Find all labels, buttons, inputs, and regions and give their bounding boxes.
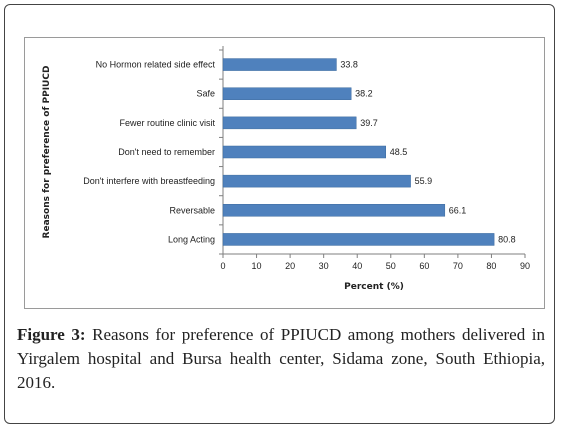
data-label: 39.7 <box>360 118 378 128</box>
figure-caption: Figure 3: Reasons for preference of PPIU… <box>17 323 545 395</box>
x-tick-label: 70 <box>453 261 463 271</box>
caption-text: Reasons for preference of PPIUCD among m… <box>17 325 545 392</box>
x-tick-label: 90 <box>520 261 530 271</box>
data-label: 33.8 <box>340 60 358 70</box>
data-label: 48.5 <box>390 147 408 157</box>
category-label: No Hormon related side effect <box>96 60 216 70</box>
category-label: Fewer routine clinic visit <box>119 118 215 128</box>
bar <box>222 204 446 217</box>
data-label: 80.8 <box>498 234 516 244</box>
x-tick-label: 10 <box>252 261 262 271</box>
data-label: 38.2 <box>355 89 373 99</box>
data-label: 66.1 <box>449 205 467 215</box>
bar <box>222 233 495 246</box>
category-label: Don't interfere with breastfeeding <box>83 176 215 186</box>
x-axis-title: Percent (%) <box>344 282 404 292</box>
figure-frame: 0 10 20 30 40 50 60 70 80 90 No Hormon related sid… <box>4 4 555 424</box>
caption-label: Figure 3: <box>17 325 86 344</box>
x-tick-label: 40 <box>352 261 362 271</box>
data-label: 55.9 <box>415 176 433 186</box>
bar <box>222 58 337 71</box>
bar <box>222 87 352 100</box>
bar <box>222 174 411 188</box>
category-label: Reversable <box>169 205 215 215</box>
bar <box>222 116 357 130</box>
x-tick-label: 60 <box>419 261 429 271</box>
category-label: Safe <box>196 89 215 99</box>
bar <box>222 145 386 159</box>
category-label: Long Acting <box>168 234 215 244</box>
y-axis-title: Reasons for preference of PPIUCD <box>42 66 52 239</box>
chart-area: 0 10 20 30 40 50 60 70 80 90 No Hormon related sid… <box>24 37 545 309</box>
bar-chart: 0 10 20 30 40 50 60 70 80 90 No Hormon related sid… <box>42 46 530 292</box>
x-tick-label: 50 <box>386 261 396 271</box>
x-tick-label: 0 <box>220 261 225 271</box>
x-tick-label: 30 <box>319 261 329 271</box>
category-label: Don't need to remember <box>118 147 215 157</box>
x-tick-label: 20 <box>285 261 295 271</box>
x-tick-label: 80 <box>486 261 496 271</box>
